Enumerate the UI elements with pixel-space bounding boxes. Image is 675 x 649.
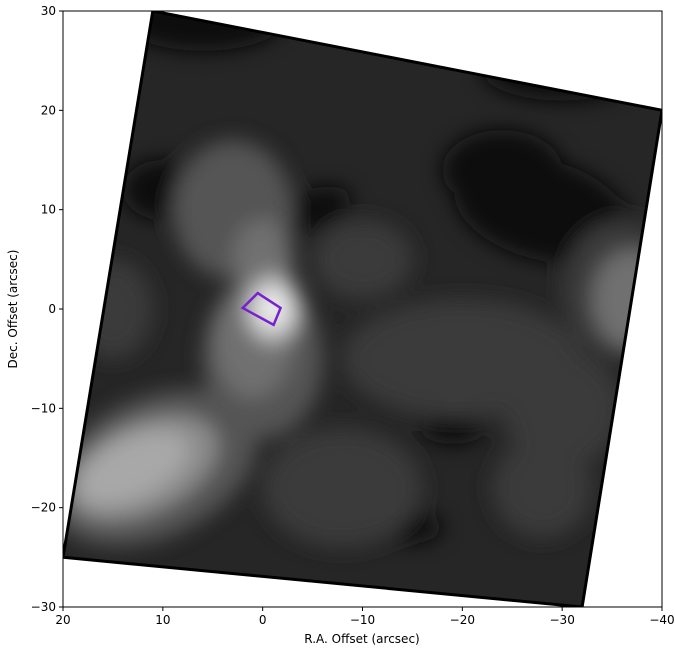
x-tick-label: 10 [155, 613, 170, 627]
y-axis-label: Dec. Offset (arcsec) [6, 250, 20, 369]
x-tick-label: 0 [259, 613, 267, 627]
y-tick-label: −10 [31, 401, 56, 415]
x-axis: 20 10 0 −10 −20 −30 −40 [55, 607, 675, 627]
y-axis: 30 20 10 0 −10 −20 −30 [31, 4, 63, 614]
map-footprint-edge [63, 11, 662, 607]
contour-blob-6 [422, 412, 483, 445]
contour-blob-11 [502, 348, 623, 468]
x-tick-label: −30 [550, 613, 575, 627]
y-tick-label: −30 [31, 600, 56, 614]
x-axis-label: R.A. Offset (arcsec) [304, 632, 419, 646]
overlay-rectangle [240, 291, 283, 327]
y-tick-label: 30 [41, 4, 56, 18]
contour-blob-10 [262, 428, 423, 548]
y-tick-label: −20 [31, 501, 56, 515]
contour-blob-15 [492, 438, 593, 538]
contour-blob-7 [274, 186, 351, 233]
y-tick-label: 20 [41, 103, 56, 117]
y-tick-label: 10 [41, 203, 56, 217]
y-tick-label: 0 [48, 302, 56, 316]
contour-blob-3 [442, 130, 563, 210]
x-tick-label: 20 [55, 613, 70, 627]
x-tick-label: −20 [450, 613, 475, 627]
x-tick-label: −40 [649, 613, 674, 627]
contour-blob-13 [312, 219, 413, 299]
x-tick-label: −10 [350, 613, 375, 627]
contour-blob-23 [77, 430, 189, 505]
